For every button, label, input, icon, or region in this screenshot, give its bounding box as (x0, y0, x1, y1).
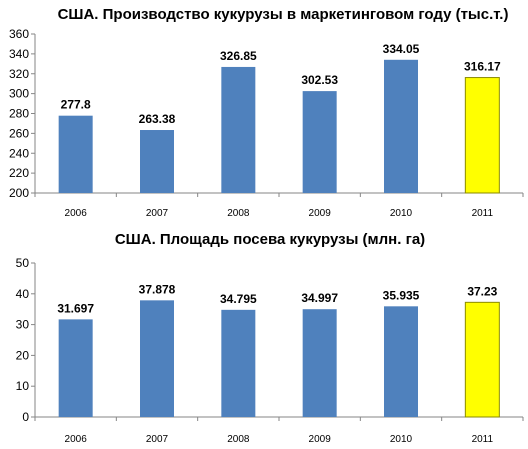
data-label-2008: 34.795 (220, 292, 257, 306)
y-tick-label: 0 (22, 410, 29, 424)
y-tick-label: 40 (16, 287, 30, 301)
x-tick-label-2009: 2009 (309, 434, 332, 445)
data-label-2007: 37.878 (139, 282, 176, 296)
x-tick-label-2006: 2006 (65, 434, 88, 445)
data-label-2011: 37.23 (467, 284, 497, 298)
data-label-2011: 316.17 (464, 60, 501, 74)
x-tick-label-2010: 2010 (390, 434, 413, 445)
x-tick-label-2009: 2009 (309, 208, 332, 219)
y-tick-label: 300 (9, 87, 29, 101)
y-tick-label: 360 (9, 27, 29, 41)
y-tick-label: 200 (9, 186, 29, 200)
data-label-2006: 277.8 (61, 98, 91, 112)
x-tick-label-2011: 2011 (472, 434, 494, 445)
data-label-2009: 34.997 (301, 291, 338, 305)
y-tick-label: 10 (16, 379, 30, 393)
y-tick-label: 50 (16, 256, 30, 270)
bar-2011 (464, 301, 500, 418)
y-tick-label: 340 (9, 47, 29, 61)
bar-2010 (384, 306, 418, 417)
y-tick-label: 260 (9, 126, 29, 140)
chart-title: США. Производство кукурузы в маркетингов… (58, 6, 509, 23)
area-chart: США. Площадь посева кукурузы (млн. га) 0… (16, 231, 524, 445)
data-label-2007: 263.38 (139, 112, 176, 126)
bar-2006 (58, 319, 93, 417)
bar-2007 (140, 130, 174, 193)
chart-title: США. Площадь посева кукурузы (млн. га) (115, 231, 425, 248)
y-tick-label: 240 (9, 146, 29, 160)
x-tick-label-2008: 2008 (227, 434, 250, 445)
bar-2006 (58, 115, 93, 193)
data-label-2008: 326.85 (220, 49, 257, 63)
bar-2011 (464, 77, 500, 194)
x-tick-label-2010: 2010 (390, 208, 413, 219)
production-chart: США. Производство кукурузы в маркетингов… (9, 6, 524, 219)
data-label-2006: 31.697 (57, 301, 94, 315)
y-tick-label: 220 (9, 166, 29, 180)
y-tick-label: 30 (16, 318, 30, 332)
bar-2009 (302, 91, 337, 193)
data-label-2010: 35.935 (383, 288, 420, 302)
bar-2007 (140, 300, 174, 417)
x-tick-label-2008: 2008 (227, 208, 250, 219)
x-tick-label-2007: 2007 (146, 208, 169, 219)
x-tick-label-2007: 2007 (146, 434, 169, 445)
bar-2008 (221, 309, 256, 417)
bar-2009 (302, 309, 337, 417)
bar-2010 (384, 59, 418, 193)
data-label-2009: 302.53 (301, 73, 338, 87)
data-label-2010: 334.05 (383, 42, 420, 56)
bar-2008 (221, 66, 256, 193)
x-tick-label-2006: 2006 (65, 208, 88, 219)
y-tick-label: 320 (9, 67, 29, 81)
y-tick-label: 20 (16, 348, 30, 362)
y-tick-label: 280 (9, 107, 29, 121)
x-tick-label-2011: 2011 (472, 208, 494, 219)
